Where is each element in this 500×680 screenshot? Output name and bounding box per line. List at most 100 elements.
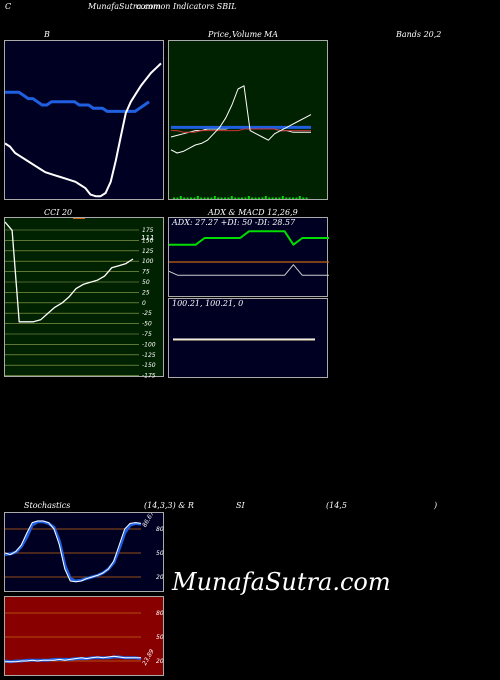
volume-bar — [190, 197, 192, 199]
rsi-value-tag: 23.89 — [141, 648, 156, 667]
volume-bar — [264, 196, 267, 199]
b-label: B — [44, 30, 50, 39]
volume-bar — [224, 197, 226, 199]
rsi-tick-label: 80 — [156, 610, 164, 617]
chart-subtitle: common Indicators SBIL — [136, 2, 237, 11]
cci-tick-label: -100 — [142, 341, 156, 348]
bollinger-svg — [5, 62, 162, 198]
price-line — [5, 62, 162, 198]
cci-value-tag: 111 — [141, 234, 154, 242]
cci-panel: 175 150 125 100 75 50 25 0 -25 -50 -75 -100 -125 -150… — [4, 217, 164, 378]
volume-bar — [183, 197, 186, 199]
volume-bar — [213, 196, 216, 199]
volume-bar — [234, 197, 237, 199]
stoch-tick-label: 20 — [156, 574, 164, 581]
volume-bar — [281, 196, 284, 199]
macd-svg — [173, 338, 315, 341]
adx-panel — [168, 217, 329, 297]
stoch-k-line — [5, 520, 142, 583]
volume-bar — [254, 197, 257, 199]
c-label: C — [5, 2, 12, 11]
macd-values: 100.21, 100.21, 0 — [172, 299, 244, 308]
rsi-params: (14,5 — [326, 501, 347, 510]
bollinger-panel — [4, 40, 164, 200]
volume-bar — [292, 197, 294, 199]
minus-di-line — [169, 264, 329, 276]
bands-label: Bands 20,2 — [396, 30, 442, 39]
volume-label: Volume — [232, 30, 262, 39]
volume-bar — [288, 197, 291, 199]
volume-bar — [278, 197, 281, 199]
volume-bar — [268, 197, 271, 199]
cci-tick-label: -75 — [142, 331, 152, 338]
price-ma-panel — [168, 40, 328, 200]
price-label: Price, — [208, 30, 232, 39]
volume-bar — [247, 196, 250, 199]
volume-bar — [271, 197, 274, 199]
watermark: MunafaSutra.com — [172, 568, 391, 596]
volume-bar — [230, 196, 233, 199]
adx-values: ADX: 27.27 +DI: 50 -DI: 28.57 — [172, 218, 296, 227]
cci-tick-label: 75 — [142, 269, 150, 276]
rsi-close: ) — [434, 501, 438, 510]
stoch-value-tag: 86.67 — [141, 513, 156, 529]
volume-bar — [210, 197, 213, 199]
cci-tick-label: 100 — [142, 258, 154, 265]
cci-line — [5, 221, 134, 323]
volume-bar — [207, 197, 209, 199]
rsi-line — [5, 655, 141, 663]
price-ma-svg — [170, 85, 312, 199]
bollinger-band-line — [5, 90, 150, 113]
cci-tick-label: 0 — [142, 300, 146, 307]
volume-bar — [251, 197, 254, 199]
volume-bar — [237, 197, 240, 199]
volume-bar — [173, 197, 175, 199]
volume-bar — [298, 196, 301, 199]
cci-tick-label: 175 — [142, 227, 154, 234]
site-name: MunafaSutra.com — [88, 2, 161, 11]
volume-bar — [261, 197, 264, 199]
stoch-tick-label: 50 — [156, 550, 164, 557]
volume-bar — [275, 197, 277, 199]
cci-tick-label: -150 — [142, 362, 156, 369]
volume-bar — [200, 197, 203, 199]
si-label: SI — [236, 501, 245, 510]
adx-heading: ADX & MACD 12,26,9 — [208, 208, 298, 217]
cci-tick-label: -50 — [142, 321, 152, 328]
volume-bar — [217, 197, 220, 199]
rsi-panel: 80 50 20 23.89 — [4, 596, 164, 676]
volume-bar — [179, 196, 182, 199]
ma-label: MA — [264, 30, 278, 39]
volume-bar — [244, 197, 247, 199]
volume-bar — [305, 197, 308, 199]
volume-bar — [285, 197, 288, 199]
volume-bar — [227, 197, 230, 199]
rsi-tick-label: 20 — [156, 658, 164, 665]
volume-bar — [203, 197, 206, 199]
cci-svg: 175 150 125 100 75 50 25 0 -25 -50 -75 -100 -125 -150… — [5, 218, 156, 378]
cci-tick-label: 50 — [142, 279, 150, 286]
volume-bar — [220, 197, 223, 199]
volume-bar — [302, 197, 305, 199]
stoch-d-line — [5, 520, 142, 583]
cci-tick-label: -175 — [142, 373, 156, 378]
price-close-line — [170, 85, 312, 154]
volume-bar — [295, 197, 298, 199]
volume-bar — [241, 197, 243, 199]
stoch-params: (14,3,3) & R — [144, 501, 194, 510]
volume-bar — [186, 197, 189, 199]
adx-svg — [169, 230, 329, 276]
cci-tick-label: 125 — [142, 248, 154, 255]
stochastic-svg: 80 50 20 86.67 — [5, 513, 164, 583]
cci-tick-label: 25 — [142, 289, 150, 296]
volume-bar — [176, 197, 179, 199]
stoch-label: Stochastics — [24, 501, 71, 510]
volume-bar — [193, 197, 196, 199]
plus-di-line — [169, 230, 329, 246]
rsi-tick-label: 50 — [156, 634, 164, 641]
macd-panel — [168, 298, 328, 378]
stochastic-panel: 80 50 20 86.67 — [4, 512, 164, 592]
cci-tick-label: -25 — [142, 310, 152, 317]
cci-tick-label: 150 — [142, 237, 154, 244]
